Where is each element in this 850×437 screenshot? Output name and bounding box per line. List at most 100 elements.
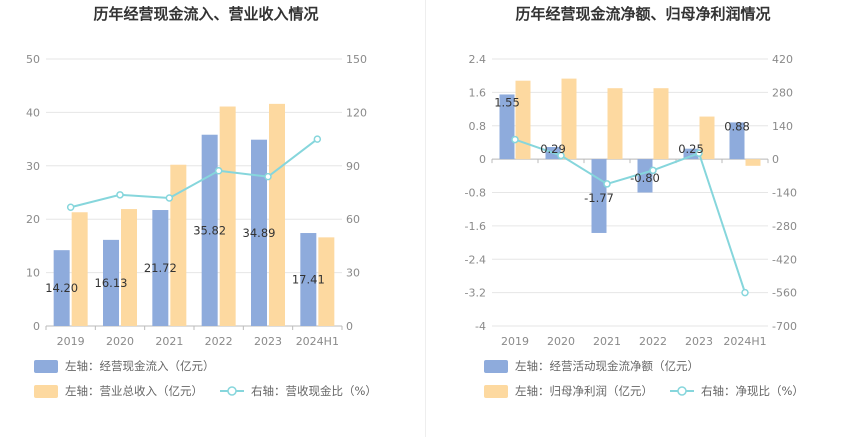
- right-axis-tick-label: -280: [772, 220, 797, 233]
- right-axis-tick-label: 420: [772, 53, 793, 66]
- bar-data-label: 17.41: [292, 273, 325, 287]
- legend-label: 右轴：净现比（%）: [701, 384, 804, 398]
- legend-label: 左轴：营业总收入（亿元）: [65, 384, 203, 398]
- bar-primary: [637, 159, 653, 193]
- bar-primary: [729, 122, 745, 160]
- left-axis-tick-label: -3.2: [465, 287, 486, 300]
- bar-secondary: [607, 88, 623, 160]
- series-line: [70, 138, 318, 209]
- line-point: [313, 135, 322, 143]
- bar-primary: [53, 250, 70, 326]
- legend-label: 右轴：营收现金比（%）: [251, 384, 377, 398]
- right-axis-tick-label: -140: [772, 187, 797, 200]
- right-axis-tick-label: 120: [346, 106, 367, 119]
- bar-secondary: [269, 103, 285, 326]
- bar-secondary: [745, 159, 761, 166]
- left-axis-tick-label: -1.6: [465, 220, 486, 233]
- bar-secondary: [121, 209, 137, 326]
- bar-primary: [201, 134, 218, 326]
- right-axis-tick-label: 150: [346, 53, 367, 66]
- bar-data-label: 0.88: [724, 119, 750, 133]
- left-axis-tick-label: -4: [475, 320, 486, 333]
- bar-secondary: [561, 78, 577, 160]
- x-axis-tick-label: 2019: [501, 335, 529, 348]
- bar-primary: [499, 94, 515, 160]
- bar-secondary: [219, 106, 236, 326]
- left-axis-tick-label: 50: [26, 53, 40, 66]
- x-axis-tick-label: 2024H1: [723, 335, 766, 348]
- left-axis-tick-label: 10: [26, 267, 40, 280]
- bar-data-label: 14.20: [45, 281, 78, 295]
- left-axis-tick-label: 0: [479, 153, 486, 166]
- bar-secondary: [71, 212, 88, 326]
- right-axis-tick-label: 0: [346, 320, 353, 333]
- x-axis-tick-label: 2023: [254, 335, 282, 348]
- line-point: [557, 151, 565, 160]
- left-axis-tick-label: 0.8: [469, 120, 487, 133]
- bar-primary: [152, 210, 169, 326]
- line-point: [116, 191, 124, 199]
- left-axis-tick-label: -0.8: [465, 187, 486, 200]
- bar-secondary: [515, 80, 531, 160]
- right-axis-tick-label: -560: [772, 287, 797, 300]
- right-axis-tick-label: 140: [772, 120, 793, 133]
- right-axis-tick-label: 60: [346, 213, 360, 226]
- bar-data-label: 0.29: [540, 142, 566, 156]
- legend-label: 左轴：经营现金流入（亿元）: [65, 359, 215, 373]
- line-point: [66, 203, 75, 212]
- line-point: [264, 172, 272, 181]
- bar-primary: [251, 139, 267, 326]
- line-point: [165, 194, 174, 202]
- left-axis-tick-label: -2.4: [465, 253, 486, 266]
- bar-secondary: [699, 116, 715, 160]
- legend-point-swatch: [227, 386, 237, 396]
- legend-point-swatch: [677, 386, 687, 396]
- bar-data-label: 16.13: [95, 276, 128, 290]
- chart-panel-1: 历年经营现金流入、营业收入情况 0 10 20 30 40 50 0 30 60 90 120 150 2…: [26, 5, 377, 398]
- line-point: [511, 135, 519, 144]
- series-line: [514, 138, 746, 293]
- right-axis-tick-label: 90: [346, 160, 360, 173]
- bar-data-label: 1.55: [494, 95, 520, 109]
- left-axis-tick-label: 0: [33, 320, 40, 333]
- bar-data-label: -1.77: [584, 191, 614, 205]
- legend-label: 左轴：经营活动现金流净额（亿元）: [515, 359, 699, 373]
- x-axis-tick-label: 2020: [547, 335, 575, 348]
- bar-data-label: 0.25: [678, 142, 704, 156]
- legend-swatch: [34, 385, 58, 398]
- line-point: [741, 288, 749, 297]
- left-axis-tick-label: 30: [26, 160, 40, 173]
- right-axis-tick-label: 0: [772, 153, 779, 166]
- x-axis-tick-label: 2019: [57, 335, 85, 348]
- legend-label: 左轴：归母净利润（亿元）: [515, 384, 653, 398]
- legend-swatch: [484, 385, 508, 398]
- right-axis-tick-label: 280: [772, 86, 793, 99]
- x-axis-tick-label: 2021: [155, 335, 183, 348]
- x-axis-tick-label: 2024H1: [296, 335, 339, 348]
- left-axis-tick-label: 2.4: [469, 53, 487, 66]
- chart-title: 历年经营现金流入、营业收入情况: [93, 5, 318, 23]
- bar-data-label: -0.80: [630, 171, 660, 185]
- bar-secondary: [170, 164, 187, 326]
- legend-swatch: [484, 360, 508, 373]
- chart-title: 历年经营现金流净额、归母净利润情况: [515, 5, 770, 23]
- left-axis-tick-label: 1.6: [469, 86, 487, 99]
- x-axis-tick-label: 2020: [106, 335, 134, 348]
- bar-primary: [300, 233, 317, 326]
- x-axis-tick-label: 2022: [639, 335, 667, 348]
- x-axis-tick-label: 2022: [205, 335, 233, 348]
- legend-swatch: [34, 360, 58, 373]
- left-axis-tick-label: 20: [26, 213, 40, 226]
- line-point: [603, 180, 611, 188]
- right-axis-tick-label: -700: [772, 320, 797, 333]
- bar-secondary: [653, 88, 669, 160]
- bar-data-label: 35.82: [193, 223, 226, 237]
- bar-data-label: 34.89: [243, 226, 276, 240]
- line-point: [214, 167, 223, 175]
- bar-data-label: 21.72: [144, 261, 177, 275]
- left-axis-tick-label: 40: [26, 106, 40, 119]
- bar-primary: [683, 148, 699, 160]
- chart-panel-2: 历年经营现金流净额、归母净利润情况-4-3.2-2.4-1.6-0.800.81…: [465, 5, 804, 398]
- right-axis-tick-label: -420: [772, 253, 797, 266]
- line-point: [649, 166, 657, 175]
